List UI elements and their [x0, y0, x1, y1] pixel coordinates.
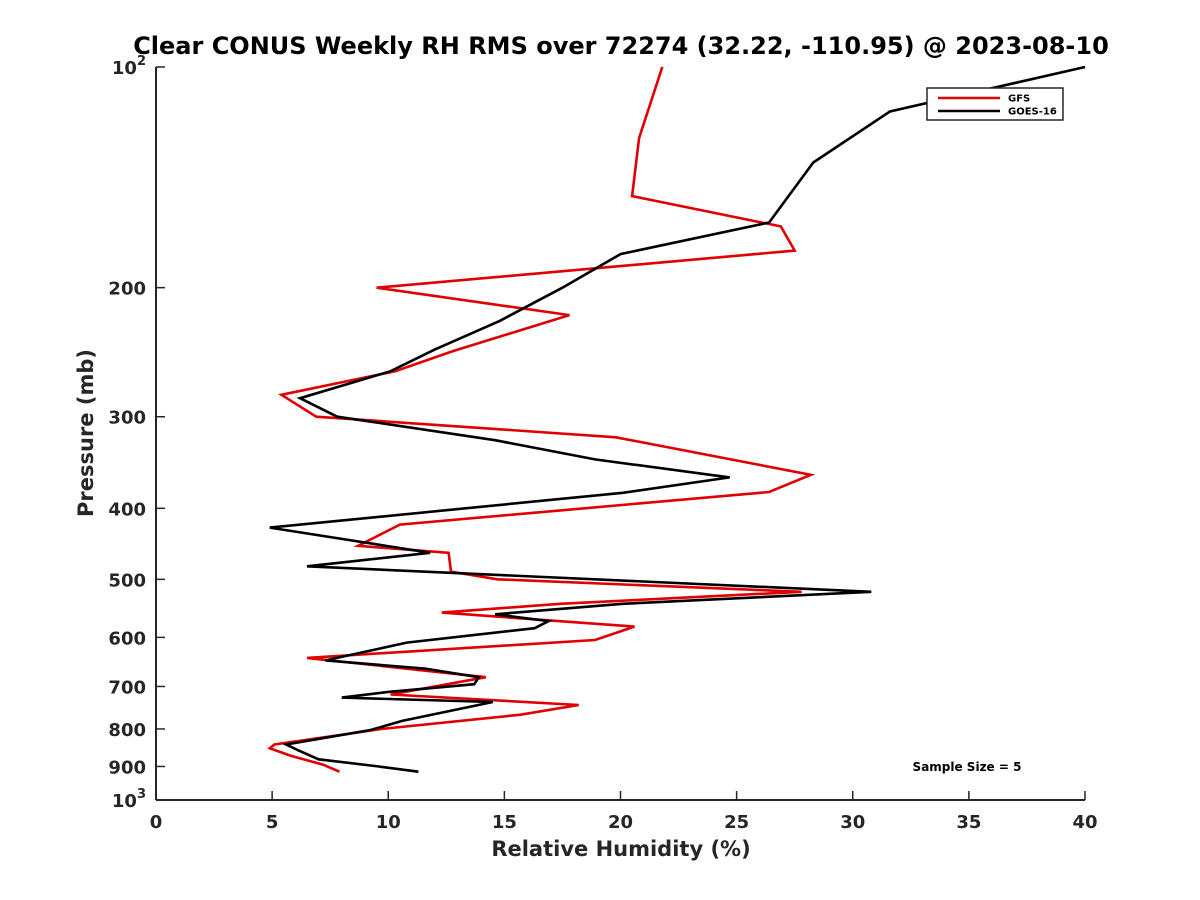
sample-size-annotation: Sample Size = 5 [913, 760, 1022, 774]
legend-label-goes16: GOES-16 [1008, 107, 1057, 118]
y-tick-label: 500 [108, 570, 146, 591]
plot-area: 0 5 10 15 20 25 30 35 40 102 200 300 400 500 600 700 80… [108, 54, 1097, 833]
y-tick-label: 300 [108, 408, 146, 429]
y-tick-label: 400 [108, 499, 146, 520]
chart-title: Clear CONUS Weekly RH RMS over 72274 (32… [133, 32, 1109, 60]
x-axis-label: Relative Humidity (%) [491, 837, 750, 861]
x-tick-label: 10 [376, 812, 401, 833]
y-tick-label: 800 [108, 720, 146, 741]
y-ticks: 102 200 300 400 500 600 700 800 900 103 [108, 54, 165, 812]
legend-label-gfs: GFS [1008, 94, 1030, 105]
x-tick-label: 0 [150, 812, 163, 833]
y-tick-label: 103 [112, 787, 146, 812]
x-tick-label: 5 [266, 812, 279, 833]
y-tick-label: 900 [108, 757, 146, 778]
x-tick-label: 15 [492, 812, 517, 833]
series-line-goes16 [269, 65, 1086, 773]
y-tick-label: 102 [112, 54, 146, 79]
y-tick-label: 200 [108, 279, 146, 300]
x-tick-label: 30 [840, 812, 865, 833]
x-tick-label: 25 [724, 812, 749, 833]
x-tick-label: 35 [956, 812, 981, 833]
legend-box [926, 87, 1064, 121]
y-tick-label: 700 [108, 677, 146, 698]
legend: GFS GOES-16 [926, 87, 1064, 121]
y-axis-label: Pressure (mb) [74, 349, 98, 517]
series-layer [267, 65, 1086, 773]
x-tick-label: 40 [1072, 812, 1097, 833]
y-tick-label: 600 [108, 628, 146, 649]
x-tick-label: 20 [608, 812, 633, 833]
x-ticks: 0 5 10 15 20 25 30 35 40 [150, 791, 1098, 833]
